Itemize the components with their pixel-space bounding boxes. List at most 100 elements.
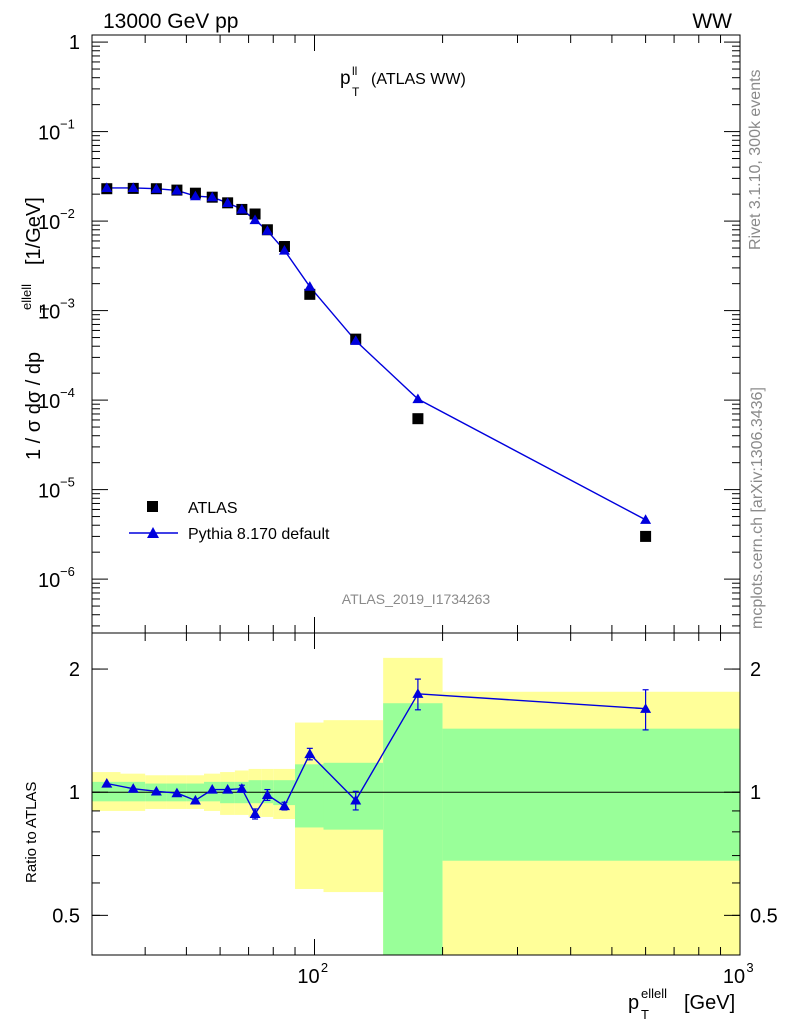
legend-atlas-marker bbox=[147, 501, 158, 512]
legend-pythia-label: Pythia 8.170 default bbox=[188, 526, 330, 543]
main-y-tick-label: 10 bbox=[38, 123, 60, 145]
ratio-y-tick-label-right: 2 bbox=[750, 659, 761, 681]
xlabel-pre: p bbox=[628, 992, 639, 1014]
pythia-point bbox=[171, 184, 183, 195]
main-y-axis-label: 1 / σ dσ / dp T ellell [1/GeV] bbox=[19, 197, 52, 460]
ratio-pythia-point bbox=[206, 784, 218, 794]
ratio-x-tick-label-exp: 3 bbox=[746, 960, 753, 975]
ratio-y-tick-label: 1 bbox=[69, 782, 80, 804]
atlas-point bbox=[304, 288, 316, 300]
main-ylabel-sup: ellell bbox=[19, 284, 34, 310]
ratio-y-tick-label-right: 1 bbox=[750, 782, 761, 804]
pythia-point bbox=[304, 281, 316, 291]
ratio-band-inner bbox=[442, 728, 740, 861]
pythia-point bbox=[236, 203, 248, 214]
pythia-point bbox=[412, 393, 424, 404]
pythia-point bbox=[640, 514, 652, 524]
rivet-label: Rivet 3.1.10, 300k events bbox=[747, 69, 764, 250]
pythia-point bbox=[249, 214, 261, 225]
main-y-tick-label: 10 bbox=[38, 570, 60, 592]
ratio-x-tick-label: 10 bbox=[297, 966, 319, 988]
main-ylabel-sub: T bbox=[37, 305, 52, 313]
plot-title-main: p bbox=[340, 68, 351, 89]
main-y-tick-label-exp: −1 bbox=[60, 117, 75, 132]
pythia-point bbox=[127, 182, 139, 193]
main-y-tick-label-exp: −4 bbox=[60, 385, 75, 400]
xlabel-post: [GeV] bbox=[684, 992, 735, 1014]
pythia-point bbox=[261, 225, 273, 235]
ratio-pythia-point bbox=[350, 794, 362, 805]
ratio-pythia-point bbox=[127, 783, 139, 793]
ratio-band-inner bbox=[92, 781, 121, 802]
main-y-tick-label-exp: −5 bbox=[60, 475, 75, 490]
main-y-tick-label-exp: −3 bbox=[60, 296, 75, 311]
ratio-band-inner bbox=[383, 703, 443, 955]
legend-atlas-label: ATLAS bbox=[188, 500, 238, 517]
ratio-data-layer bbox=[101, 678, 652, 820]
plot-title: p ll T (ATLAS WW) bbox=[340, 64, 466, 99]
ratio-x-tick-label-exp: 2 bbox=[321, 960, 328, 975]
ratio-pythia-point bbox=[236, 783, 248, 793]
main-y-tick-label: 10 bbox=[38, 212, 60, 234]
plot-title-rest: (ATLAS WW) bbox=[371, 71, 466, 88]
pythia-point bbox=[350, 335, 362, 345]
main-y-tick-label-exp: −2 bbox=[60, 206, 75, 221]
ratio-pythia-point bbox=[304, 748, 316, 759]
ratio-band-inner bbox=[248, 780, 262, 804]
plot-title-sup: ll bbox=[352, 64, 357, 78]
pythia-point bbox=[222, 197, 234, 207]
ratio-pythia-point bbox=[278, 800, 290, 811]
pythia-point bbox=[189, 190, 201, 201]
process-label: WW bbox=[692, 10, 732, 33]
ratio-pythia-point bbox=[150, 785, 162, 796]
ratio-pythia-point bbox=[640, 703, 652, 713]
main-frame bbox=[91, 34, 741, 634]
atlas-point bbox=[249, 208, 261, 220]
legend: ATLAS Pythia 8.170 default bbox=[129, 500, 330, 543]
watermark: ATLAS_2019_I1734263 bbox=[342, 591, 491, 607]
ratio-y-axis-label: Ratio to ATLAS bbox=[23, 782, 40, 883]
ratio-y-tick-label: 0.5 bbox=[52, 905, 80, 927]
ratio-axes-layer: 0.5 0.51 12 210 2 10 3 bbox=[52, 633, 778, 988]
main-y-tick-label: 10 bbox=[38, 302, 60, 324]
ratio-panel: 0.5 0.51 12 210 2 10 3 bbox=[52, 632, 778, 988]
energy-label: 13000 GeV pp bbox=[103, 10, 238, 33]
pythia-point bbox=[278, 244, 290, 255]
main-ylabel-pre: 1 / σ dσ / dp bbox=[23, 352, 45, 460]
main-panel: 110−110−210−310−410−510−6 bbox=[38, 32, 741, 634]
ratio-y-tick-label-right: 0.5 bbox=[750, 905, 778, 927]
xlabel-sup: ellell bbox=[641, 986, 667, 1001]
main-ylabel-post: [1/GeV] bbox=[23, 197, 45, 265]
main-y-tick-label-exp: −6 bbox=[60, 564, 75, 579]
mcplots-label: mcplots.cern.ch [arXiv:1306.3436] bbox=[749, 387, 766, 629]
main-y-tick-label: 10 bbox=[38, 391, 60, 413]
ratio-pythia-point bbox=[101, 778, 113, 788]
atlas-point bbox=[640, 530, 652, 542]
pythia-line bbox=[106, 187, 646, 521]
main-axes-layer: 110−110−210−310−410−510−6 bbox=[38, 32, 741, 633]
pythia-point bbox=[206, 191, 218, 202]
main-data-layer bbox=[101, 182, 652, 542]
pythia-point bbox=[150, 183, 162, 193]
ratio-band-inner bbox=[295, 764, 324, 828]
ratio-pythia-point bbox=[189, 794, 201, 805]
ratio-pythia-point bbox=[261, 789, 273, 800]
main-y-tick-label: 1 bbox=[69, 32, 80, 54]
ratio-frame bbox=[91, 632, 741, 956]
ratio-y-tick-label: 2 bbox=[69, 659, 80, 681]
ratio-bands-layer bbox=[92, 657, 740, 955]
main-y-tick-label: 10 bbox=[38, 481, 60, 503]
atlas-point bbox=[412, 413, 424, 425]
ratio-band-inner bbox=[323, 762, 384, 830]
ratio-pythia-point bbox=[222, 784, 234, 794]
x-axis-label: p T ellell [GeV] bbox=[628, 986, 735, 1022]
ratio-pythia-point bbox=[412, 688, 424, 698]
pythia-point bbox=[101, 182, 113, 193]
plot-title-sub: T bbox=[352, 85, 360, 99]
ratio-pythia-point bbox=[249, 808, 261, 819]
legend-pythia-marker bbox=[147, 527, 159, 538]
xlabel-sub: T bbox=[641, 1007, 649, 1022]
ratio-pythia-point bbox=[171, 787, 183, 798]
ratio-x-tick-label: 10 bbox=[723, 966, 745, 988]
